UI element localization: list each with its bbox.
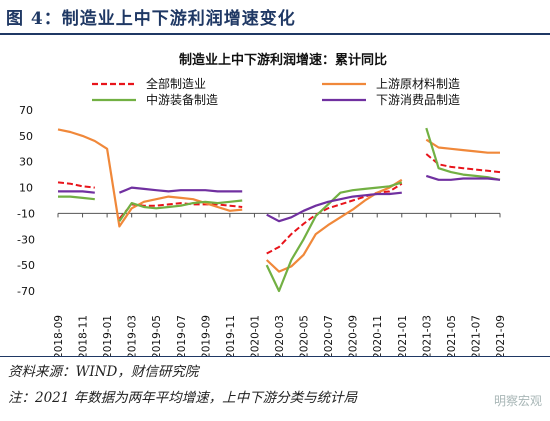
title-rule	[0, 33, 550, 35]
legend-label-upstream: 上游原材料制造	[376, 77, 460, 91]
x-tick-label: 2021-09	[495, 315, 507, 356]
series-line-downstream	[58, 174, 501, 223]
x-tick-label: 2021-01	[397, 315, 409, 356]
x-tick-label: 2021-03	[421, 315, 433, 356]
y-tick-label: 10	[19, 182, 33, 195]
legend-label-all: 全部制造业	[146, 76, 206, 91]
y-tick-label: 30	[19, 156, 33, 169]
series-line-all	[57, 153, 501, 255]
x-tick-label: 2021-05	[446, 315, 458, 356]
x-tick-label: 2020-01	[249, 315, 261, 356]
x-tick-label: 2020-03	[274, 315, 286, 356]
figure-title: 图 4：制造业上中下游利润增速变化	[6, 9, 296, 29]
x-tick-label: 2019-05	[151, 315, 163, 356]
legend-label-midstream: 中游装备制造	[146, 92, 218, 107]
x-tick-label: 2020-11	[372, 315, 384, 356]
footer-rule	[0, 356, 550, 357]
y-axis: 70 50 30 10 -10 -30 -50 -70	[17, 104, 35, 298]
x-tick-label: 2019-03	[127, 315, 139, 356]
x-tick-label: 2021-07	[470, 315, 482, 356]
chart-title: 制造业上中下游利润增速：累计同比	[179, 52, 387, 68]
y-tick-label: -70	[17, 285, 35, 298]
x-tick-label: 2020-07	[323, 315, 335, 356]
y-tick-label: -10	[17, 207, 35, 220]
series-lines	[57, 127, 501, 293]
x-axis: 2018-09 2018-11 2019-01 2019-03 2019-05 2019-…	[53, 212, 507, 356]
y-tick-label: -30	[17, 233, 35, 246]
x-tick-label: 2019-11	[225, 315, 237, 356]
note-text: 注：2021 年数据为两年平均增速，上中下游分类与统计局	[8, 390, 358, 406]
series-line-midstream	[58, 127, 501, 293]
watermark-text: 明察宏观	[493, 394, 542, 408]
legend-label-downstream: 下游消费品制造	[376, 93, 460, 107]
x-tick-label: 2018-11	[78, 315, 90, 356]
x-tick-label: 2019-07	[176, 315, 188, 356]
x-tick-label: 2020-09	[348, 315, 360, 356]
x-tick-label: 2020-05	[299, 315, 311, 356]
y-tick-label: -50	[17, 259, 35, 272]
y-tick-label: 50	[19, 130, 33, 143]
x-tick-label: 2019-01	[102, 315, 114, 356]
y-tick-label: 70	[19, 104, 33, 117]
x-tick-label: 2019-09	[200, 315, 212, 356]
x-tick-label: 2018-09	[53, 315, 65, 356]
source-text: 资料来源：WIND，财信研究院	[8, 364, 199, 380]
